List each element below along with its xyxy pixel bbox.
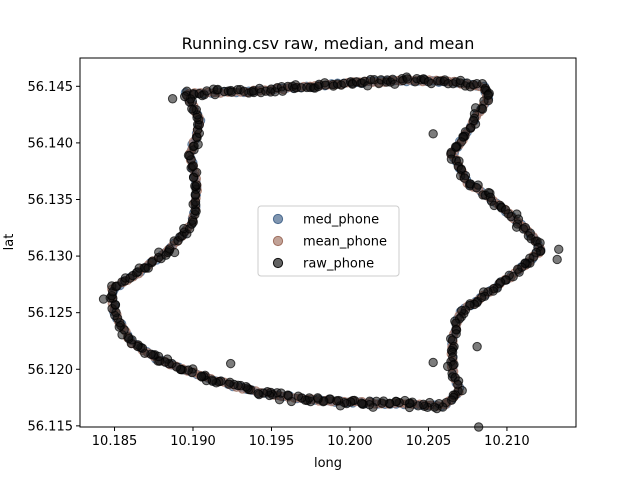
raw-phone-point [225, 358, 236, 369]
y-tick-label: 56.140 [28, 136, 74, 151]
legend-marker-raw-phone [272, 257, 284, 269]
raw-phone-point [390, 79, 400, 89]
raw-phone-point [459, 173, 470, 183]
raw-phone-point [554, 244, 564, 254]
raw-phone-point [473, 422, 484, 432]
y-tick-label: 56.135 [28, 193, 74, 208]
legend-marker-med-phone [272, 213, 284, 225]
raw-phone-point [253, 388, 263, 399]
legend-label-mean-phone: mean_phone [303, 235, 387, 250]
ticks-layer: 10.185 10.190 10.195 10.200 10.205 10.210 56.1… [28, 80, 530, 449]
raw-phone-point [164, 244, 175, 254]
y-axis-label: lat [2, 234, 17, 251]
x-axis-label: long [314, 456, 342, 471]
raw-phone-point [428, 357, 438, 368]
raw-phone-point [180, 91, 190, 102]
x-tick-label: 10.200 [327, 434, 373, 449]
y-tick-label: 56.145 [28, 80, 74, 95]
axes-frame [79, 57, 577, 428]
points-layer [98, 72, 564, 432]
legend-label-med-phone: med_phone [303, 213, 379, 228]
legend: med_phone mean_phone raw_phone [257, 205, 400, 277]
raw-phone-point [442, 361, 453, 372]
raw-phone-point [428, 129, 438, 139]
raw-phone-point [167, 94, 178, 104]
raw-phone-point [98, 294, 109, 304]
raw-phone-point [472, 341, 482, 352]
raw-phone-point [513, 264, 523, 274]
chart-title: Running.csv raw, median, and mean [182, 34, 475, 53]
x-tick-label: 10.210 [484, 434, 530, 449]
raw-phone-point [224, 379, 234, 389]
plot-area-frame [79, 57, 577, 428]
legend-box [257, 205, 400, 277]
x-tick-label: 10.190 [170, 434, 216, 449]
legend-label-raw-phone: raw_phone [303, 257, 374, 272]
x-tick-label: 10.195 [249, 434, 295, 449]
x-tick-label: 10.185 [92, 434, 138, 449]
raw-phone-point [483, 90, 493, 101]
x-tick-label: 10.205 [406, 434, 452, 449]
legend-marker-mean-phone [272, 235, 284, 247]
raw-phone-point [196, 371, 207, 381]
raw-phone-point [471, 182, 482, 193]
y-tick-label: 56.125 [28, 306, 74, 321]
raw-phone-point [457, 385, 467, 396]
y-tick-label: 56.130 [28, 250, 74, 265]
raw-phone-point [552, 254, 562, 265]
raw-phone-point [293, 391, 303, 401]
y-tick-label: 56.120 [28, 363, 74, 378]
y-tick-label: 56.115 [28, 419, 74, 434]
